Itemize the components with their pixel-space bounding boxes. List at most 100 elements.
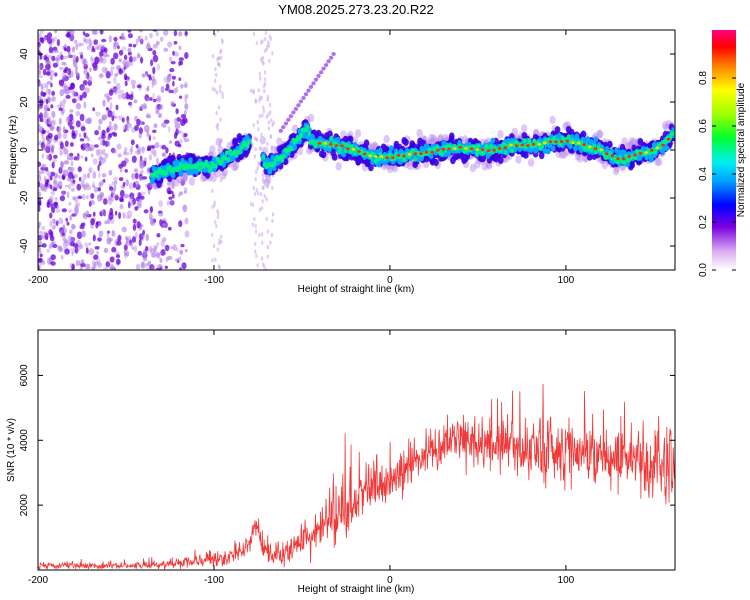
noise-blob	[84, 33, 90, 38]
noise-blob	[40, 260, 46, 266]
snr-series-line	[38, 383, 675, 570]
noise-blob	[107, 141, 111, 147]
noise-blob	[306, 88, 311, 93]
noise-blob	[105, 261, 111, 268]
noise-blob	[97, 194, 102, 202]
noise-blob	[215, 90, 219, 95]
noise-blob	[64, 140, 69, 147]
noise-blob	[47, 139, 52, 145]
noise-blob	[54, 134, 59, 141]
ridge-blob	[579, 147, 584, 153]
noise-blob	[38, 188, 41, 193]
noise-blob	[129, 147, 133, 155]
colorbar-tick-label: 0.6	[698, 119, 709, 133]
ridge-blob	[601, 160, 609, 170]
noise-blob	[38, 75, 43, 79]
ridge-peak	[514, 144, 519, 148]
noise-blob	[219, 178, 223, 183]
noise-blob	[136, 201, 142, 209]
noise-blob	[331, 52, 336, 56]
noise-blob	[38, 205, 41, 212]
noise-blob	[129, 123, 132, 129]
noise-blob	[94, 246, 100, 250]
noise-blob	[126, 77, 131, 82]
noise-blob	[92, 184, 96, 188]
ridge-blob	[276, 137, 283, 146]
ridge-peak	[604, 152, 609, 156]
noise-blob	[117, 153, 122, 158]
ridge-blob	[263, 178, 271, 187]
noise-blob	[46, 248, 50, 253]
noise-blob	[58, 125, 62, 133]
noise-blob	[214, 152, 217, 157]
noise-blob	[45, 179, 49, 185]
noise-blob	[70, 70, 74, 78]
noise-blob	[74, 65, 79, 71]
noise-blob	[178, 77, 182, 81]
noise-blob	[153, 123, 158, 128]
noise-blob	[139, 106, 142, 110]
noise-blob	[152, 75, 155, 83]
noise-blob	[41, 163, 47, 169]
noise-blob	[161, 237, 167, 242]
ridge-blob	[320, 151, 327, 159]
noise-blob	[254, 223, 257, 229]
noise-blob	[74, 210, 78, 217]
noise-blob	[54, 36, 57, 42]
noise-blob	[115, 251, 120, 256]
noise-blob	[85, 182, 89, 187]
ridge-blob	[224, 150, 229, 156]
noise-blob	[219, 117, 222, 122]
ridge-peak	[576, 141, 581, 145]
snr-x-label: Height of straight line (km)	[298, 584, 415, 595]
noise-blob	[116, 258, 121, 265]
noise-blob	[265, 197, 268, 202]
noise-blob	[178, 57, 184, 61]
noise-blob	[111, 197, 114, 202]
noise-blob	[99, 50, 104, 57]
noise-blob	[159, 144, 162, 149]
noise-blob	[216, 247, 219, 252]
noise-blob	[156, 267, 161, 270]
noise-blob	[162, 151, 167, 158]
ridge-peak	[661, 143, 665, 147]
noise-blob	[70, 82, 75, 89]
ridge-blob	[428, 153, 434, 160]
ridge-peak	[458, 145, 463, 149]
ridge-blob	[550, 145, 556, 152]
noise-blob	[164, 244, 170, 252]
ridge-blob	[435, 145, 440, 151]
noise-blob	[51, 110, 56, 119]
noise-blob	[122, 59, 127, 67]
noise-blob	[255, 253, 258, 259]
ridge-blob	[671, 131, 675, 137]
noise-blob	[172, 50, 175, 56]
noise-blob	[269, 134, 272, 139]
noise-blob	[117, 93, 122, 100]
noise-blob	[44, 167, 49, 172]
ridge-blob	[155, 173, 160, 179]
ridge-peak	[593, 147, 598, 151]
noise-blob	[95, 111, 101, 117]
y-tick-label: 2000	[19, 494, 30, 517]
noise-blob	[183, 187, 188, 191]
noise-blob	[105, 54, 110, 58]
noise-blob	[258, 232, 261, 238]
noise-blob	[148, 154, 153, 161]
noise-blob	[167, 126, 171, 133]
ridge-blob	[546, 148, 551, 155]
noise-blob	[171, 75, 176, 80]
noise-blob	[45, 88, 52, 95]
ridge-blob	[462, 149, 467, 154]
noise-blob	[55, 208, 61, 213]
noise-blob	[82, 31, 86, 36]
noise-blob	[184, 31, 188, 36]
noise-blob	[218, 241, 221, 246]
noise-blob	[83, 37, 86, 42]
noise-blob	[49, 235, 55, 242]
noise-blob	[95, 221, 99, 229]
noise-blob	[214, 87, 217, 93]
ridge-blob	[549, 115, 556, 125]
noise-blob	[152, 98, 157, 103]
noise-blob	[271, 185, 274, 191]
